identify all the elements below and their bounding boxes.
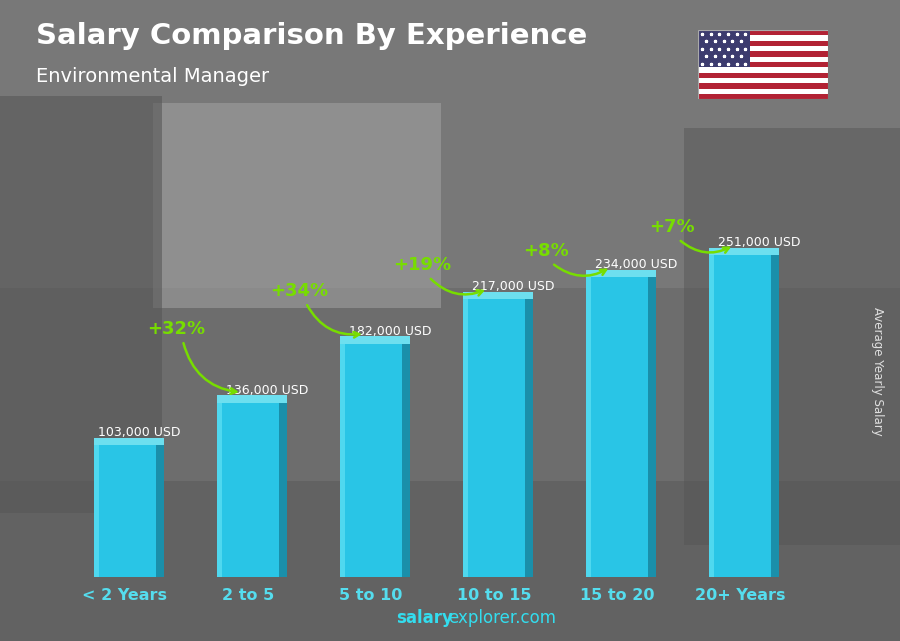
Bar <box>340 337 410 344</box>
Bar <box>340 344 401 577</box>
Text: +7%: +7% <box>650 218 695 236</box>
Text: 251,000 USD: 251,000 USD <box>718 236 800 249</box>
Bar <box>586 277 590 577</box>
Bar <box>217 403 221 577</box>
Bar <box>709 255 714 577</box>
Bar <box>709 255 770 577</box>
Bar <box>0 481 900 641</box>
Bar <box>0 0 900 288</box>
Bar <box>217 395 287 403</box>
Text: 103,000 USD: 103,000 USD <box>98 426 180 439</box>
Bar <box>0 288 900 481</box>
Bar <box>586 277 648 577</box>
Text: explorer.com: explorer.com <box>448 609 556 627</box>
Bar <box>153 103 441 308</box>
Bar <box>698 94 828 99</box>
Bar <box>525 299 533 577</box>
Text: Environmental Manager: Environmental Manager <box>36 67 269 87</box>
Bar <box>698 78 828 83</box>
Text: +32%: +32% <box>148 319 206 338</box>
Text: Average Yearly Salary: Average Yearly Salary <box>871 308 884 436</box>
Bar <box>464 292 533 299</box>
Bar <box>648 277 656 577</box>
Bar <box>709 248 778 255</box>
Bar <box>698 41 828 46</box>
Bar <box>698 57 828 62</box>
Bar <box>684 128 900 545</box>
Bar <box>94 445 98 577</box>
Text: +19%: +19% <box>393 256 452 274</box>
Bar <box>698 62 828 67</box>
Text: 217,000 USD: 217,000 USD <box>472 279 554 293</box>
Bar <box>156 445 164 577</box>
Bar <box>464 299 468 577</box>
Bar <box>401 344 410 577</box>
Text: salary: salary <box>396 609 453 627</box>
Text: 182,000 USD: 182,000 USD <box>349 324 431 338</box>
Bar <box>698 83 828 88</box>
Bar <box>698 30 828 35</box>
Text: Salary Comparison By Experience: Salary Comparison By Experience <box>36 22 587 51</box>
Bar <box>770 255 778 577</box>
Bar <box>586 270 656 277</box>
Bar <box>698 72 828 78</box>
Bar <box>464 299 525 577</box>
Bar <box>217 403 279 577</box>
Bar <box>698 46 828 51</box>
Bar <box>698 88 828 94</box>
Bar <box>340 344 345 577</box>
Text: +8%: +8% <box>523 242 569 260</box>
Bar <box>279 403 287 577</box>
Bar <box>94 445 156 577</box>
Text: 136,000 USD: 136,000 USD <box>226 383 308 397</box>
Text: +34%: +34% <box>271 282 328 300</box>
Bar <box>0 96 162 513</box>
Bar <box>698 35 828 41</box>
Bar <box>698 51 828 57</box>
Bar <box>94 438 164 445</box>
Bar <box>698 30 750 67</box>
Bar <box>698 67 828 72</box>
Text: 234,000 USD: 234,000 USD <box>595 258 678 271</box>
